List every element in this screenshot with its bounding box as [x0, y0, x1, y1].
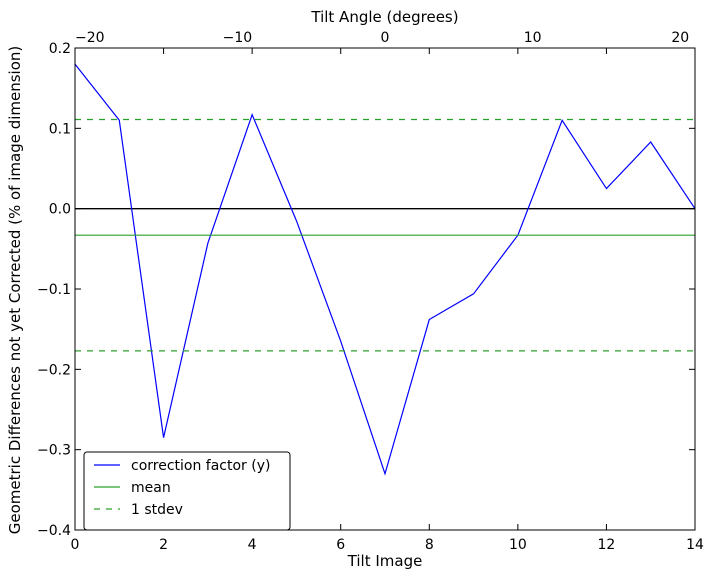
- x-tick-label: 10: [509, 537, 527, 553]
- legend-box: [83, 451, 291, 531]
- y-tick-label: 0.0: [49, 202, 71, 218]
- y-tick-label: 0.1: [49, 121, 71, 137]
- top-tick-label: 10: [524, 30, 542, 46]
- x-tick-label: 8: [425, 537, 434, 553]
- top-tick-label: −20: [75, 30, 105, 46]
- y-tick-label: −0.1: [37, 282, 71, 298]
- x-tick-label: 4: [248, 537, 257, 553]
- x-tick-label: 12: [598, 537, 616, 553]
- x-axis-title: Tilt Image: [347, 552, 423, 570]
- top-tick-label: 20: [671, 30, 689, 46]
- legend-label: 1 stdev: [131, 502, 183, 518]
- y-tick-label: 0.2: [49, 41, 71, 57]
- x-tick-label: 2: [159, 537, 168, 553]
- top-tick-label: 0: [381, 30, 390, 46]
- x-tick-label: 6: [336, 537, 345, 553]
- plot-area: [75, 48, 695, 530]
- legend-label: mean: [131, 480, 171, 496]
- y-tick-label: −0.2: [37, 362, 71, 378]
- top-tick-label: −10: [223, 30, 253, 46]
- y-tick-label: −0.3: [37, 443, 71, 459]
- y-tick-label: −0.4: [37, 523, 71, 539]
- x-tick-label: 14: [686, 537, 704, 553]
- top-axis-title: Tilt Angle (degrees): [310, 8, 458, 26]
- series-line-correction-factor-y: [74, 63, 696, 476]
- x-tick-label: 0: [71, 537, 80, 553]
- legend-label: correction factor (y): [131, 458, 270, 474]
- y-axis-title: Geometric Differences not yet Corrected …: [6, 46, 24, 535]
